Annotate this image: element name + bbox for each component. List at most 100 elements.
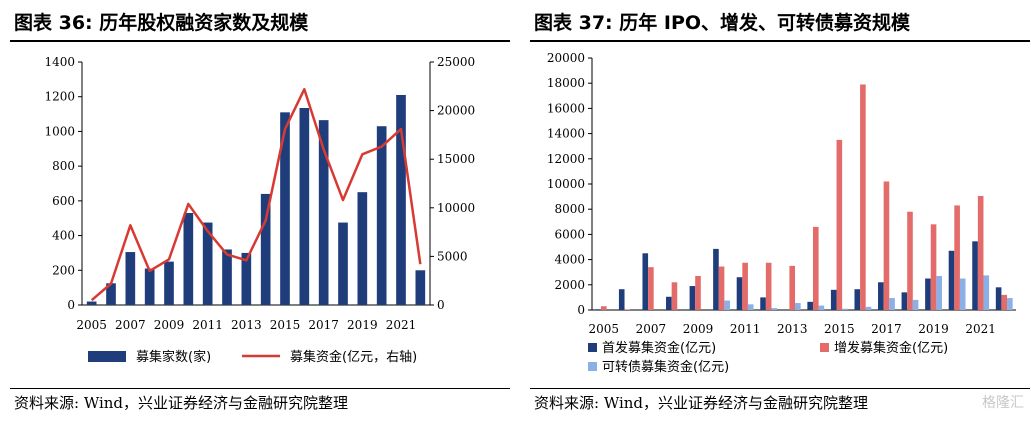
x-tick-label: 2017 [308, 318, 339, 332]
bar-ipo-funds [878, 282, 884, 310]
bar-additional-offering-funds [812, 226, 819, 310]
bar-additional-offering-funds [742, 262, 748, 310]
legend-label-ipo: 首发募集资金(亿元) [602, 340, 716, 356]
right-y-tick-label: 5000 [437, 249, 468, 263]
bar-listing-count [222, 249, 232, 305]
left-chart-panel: 图表 36: 历年股权融资家数及规模 0 200 400 600 800 1000 1200… [10, 0, 510, 421]
bar-ipo-funds [713, 248, 719, 310]
y-tick-label: 2000 [554, 278, 585, 292]
legend-swatch-ipo [588, 343, 597, 352]
bar-ipo-funds [666, 296, 672, 310]
bar-listing-count [318, 120, 329, 306]
bar-ipo-funds [901, 292, 908, 310]
left-y-tick-label: 1000 [44, 124, 75, 138]
x-tick-label: 2013 [231, 318, 262, 332]
left-chart-svg: 0 200 400 600 800 1000 1200 1400 0 5000 10000 15000… [44, 55, 475, 365]
bar-additional-offering-funds [836, 139, 843, 310]
x-tick-label: 2015 [824, 322, 855, 336]
y-tick-label: 16000 [547, 101, 585, 115]
bar-convertible-bond-funds [959, 278, 966, 310]
bar-listing-count [202, 222, 213, 305]
bar-convertible-bond-funds [865, 306, 872, 310]
bar-convertible-bond-funds [771, 308, 778, 310]
bar-convertible-bond-funds [842, 308, 848, 310]
left-title-rule [10, 40, 510, 42]
bar-additional-offering-funds [860, 84, 866, 311]
bar-convertible-bond-funds [1007, 298, 1013, 310]
gelonghui-logo: 格隆汇 [982, 395, 1024, 411]
x-tick-label: 2021 [386, 318, 417, 332]
y-tick-label: 18000 [547, 76, 585, 90]
legend-swatch-bar [88, 351, 126, 362]
bar-convertible-bond-funds [889, 298, 895, 310]
legend-label-bar: 募集家数(家) [136, 349, 211, 365]
legend-label-convertible: 可转债募集资金(亿元) [602, 359, 729, 375]
bar-ipo-funds [595, 309, 601, 310]
x-tick-label: 2021 [965, 322, 996, 336]
x-tick-label: 2019 [347, 318, 378, 332]
right-source-rule [530, 388, 1030, 389]
bar-ipo-funds [689, 286, 696, 310]
y-tick-label: 12000 [547, 152, 585, 166]
x-tick-label: 2009 [154, 318, 185, 332]
bar-listing-count [86, 301, 97, 305]
bar-additional-offering-funds [600, 306, 607, 310]
y-tick-label: 6000 [554, 227, 585, 241]
bar-convertible-bond-funds [795, 303, 801, 310]
left-y-tick-label: 200 [52, 263, 75, 277]
bar-convertible-bond-funds [724, 300, 730, 310]
bar-ipo-funds [807, 301, 813, 310]
right-title-rule [530, 40, 1030, 42]
bar-additional-offering-funds [648, 267, 654, 310]
x-tick-label: 2017 [871, 322, 902, 336]
y-tick-label: 8000 [554, 202, 585, 216]
bar-listing-count [183, 213, 194, 305]
bar-ipo-funds [972, 241, 978, 310]
bar-ipo-funds [925, 278, 931, 310]
right-source-text: 资料来源: Wind，兴业证券经济与金融研究院整理 [534, 394, 869, 412]
bar-listing-count [299, 107, 310, 305]
bar-listing-count [396, 94, 406, 305]
right-chart-svg: 0 2000 4000 6000 8000 10000 12000 14000 16000 180… [547, 51, 1016, 375]
bar-additional-offering-funds [977, 195, 984, 310]
right-chart-panel: 图表 37: 历年 IPO、增发、可转债募资规模 0 2000 4000 6000 80… [530, 0, 1030, 421]
bar-ipo-funds [948, 250, 955, 310]
x-tick-label: 2009 [683, 322, 714, 336]
bar-listing-count [106, 283, 116, 305]
bar-listing-count [241, 252, 252, 305]
line-raised-funds [90, 87, 422, 302]
left-source-text: 资料来源: Wind，兴业证券经济与金融研究院整理 [14, 394, 349, 412]
bar-convertible-bond-funds [983, 275, 990, 310]
bar-listing-count [376, 126, 387, 305]
bar-additional-offering-funds [907, 211, 913, 310]
legend-swatch-additional [820, 343, 829, 352]
bar-additional-offering-funds [883, 181, 890, 310]
bar-listing-count [125, 252, 136, 305]
bar-additional-offering-funds [1001, 294, 1008, 310]
left-y-tick-label: 600 [52, 194, 75, 208]
bar-ipo-funds [642, 253, 649, 310]
x-tick-label: 2019 [918, 322, 949, 336]
bar-ipo-funds [854, 289, 861, 310]
bar-convertible-bond-funds [936, 275, 942, 310]
bar-additional-offering-funds [954, 205, 960, 310]
bar-listing-count [260, 193, 271, 305]
right-y-tick-label: 15000 [437, 152, 475, 166]
bar-listing-count [338, 222, 348, 305]
bar-ipo-funds [760, 297, 766, 310]
bar-ipo-funds [830, 289, 837, 310]
bar-convertible-bond-funds [818, 305, 825, 310]
bar-additional-offering-funds [930, 224, 937, 310]
left-source-rule [10, 388, 510, 389]
x-tick-label: 2007 [115, 318, 146, 332]
bar-ipo-funds [736, 277, 743, 310]
left-y-tick-label: 0 [67, 298, 75, 312]
bar-additional-offering-funds [624, 309, 631, 310]
x-tick-label: 2013 [777, 322, 808, 336]
y-tick-label: 20000 [547, 51, 585, 65]
x-tick-label: 2005 [76, 318, 107, 332]
bar-listing-count [164, 261, 174, 305]
y-tick-label: 10000 [547, 177, 585, 191]
left-y-tick-label: 1400 [44, 55, 75, 69]
bar-listing-count [415, 270, 426, 305]
